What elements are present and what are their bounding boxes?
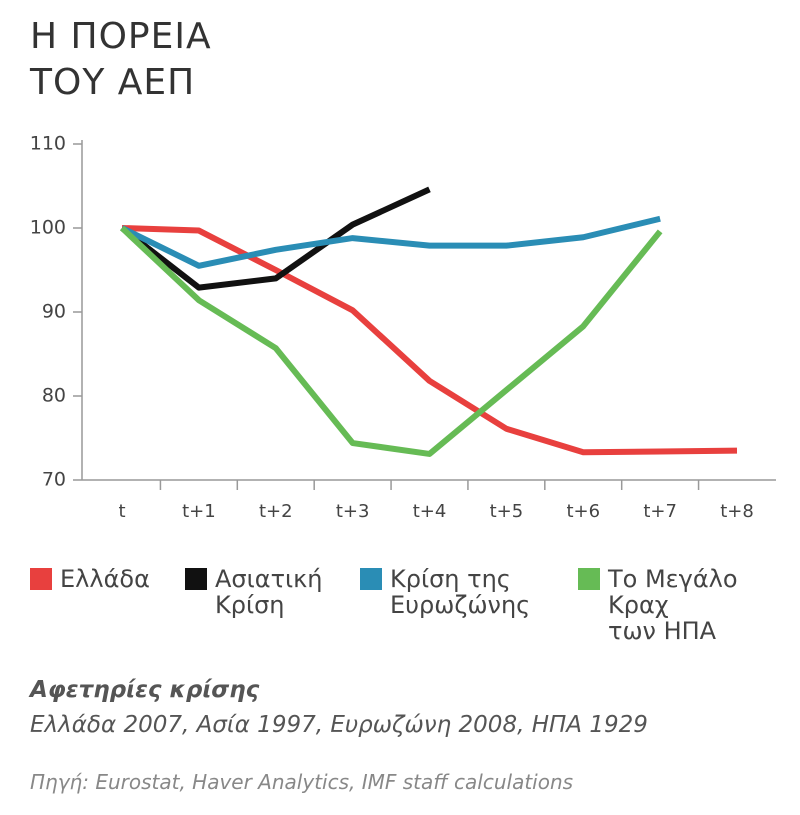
legend-label: Κρίση της Ευρωζώνης [390, 565, 531, 619]
legend-swatch [578, 568, 600, 590]
series-line [119, 225, 663, 457]
x-tick-label: t+7 [643, 501, 677, 522]
legend-swatch [360, 568, 382, 590]
legend-item: Ελλάδα [30, 566, 150, 592]
legend-label: Ελλάδα [60, 565, 150, 593]
legend-item: Κρίση της Ευρωζώνης [360, 566, 530, 618]
x-tick-label: t+6 [566, 501, 600, 522]
y-tick-label: 110 [30, 133, 66, 155]
notes-title: Αφετηρίες κρίσης [30, 677, 260, 703]
x-tick-label: t+1 [182, 501, 216, 522]
legend-item: Το Μεγάλο Κραχ των ΗΠΑ [578, 566, 738, 644]
y-tick-label: 100 [30, 217, 66, 239]
series-line [120, 186, 431, 291]
chart: 70 80 90 100 110 t t+1 t+2 t+3 t+4 t+5 t+6 t+7 t+8 [30, 133, 776, 522]
source: Πηγή: Eurostat, Haver Analytics, IMF sta… [30, 770, 574, 794]
legend-swatch [30, 568, 52, 590]
chart-title: Η ΠΟΡΕΙΑ ΤΟΥ ΑΕΠ [30, 14, 212, 106]
x-tick-label: t+4 [413, 501, 447, 522]
legend-label: Το Μεγάλο Κραχ των ΗΠΑ [608, 565, 738, 645]
legend-label: Ασιατική Κρίση [215, 565, 323, 619]
series-line [120, 215, 661, 269]
x-tick-label: t+5 [490, 501, 524, 522]
x-tick-label: t+8 [720, 501, 754, 522]
notes: Ελλάδα 2007, Ασία 1997, Ευρωζώνη 2008, Η… [30, 712, 648, 738]
series-line [121, 225, 738, 456]
x-tick-label: t+3 [336, 501, 370, 522]
x-tick-label: t [118, 501, 125, 522]
y-tick-label: 70 [42, 469, 66, 491]
y-tick-label: 80 [42, 385, 66, 407]
legend-swatch [185, 568, 207, 590]
legend-item: Ασιατική Κρίση [185, 566, 323, 618]
title-line: ΤΟΥ ΑΕΠ [30, 62, 196, 103]
title-line: Η ΠΟΡΕΙΑ [30, 16, 212, 57]
y-tick-label: 90 [42, 301, 66, 323]
x-tick-label: t+2 [259, 501, 293, 522]
